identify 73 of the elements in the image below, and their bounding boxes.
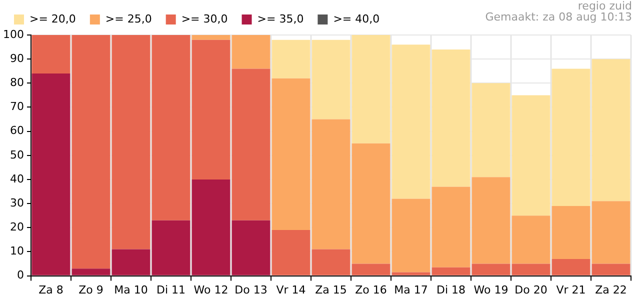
y-tick-label: 30: [10, 196, 24, 210]
bar: [472, 83, 510, 178]
bar: [72, 268, 110, 276]
legend-label: >= 35,0: [257, 12, 304, 26]
bar: [392, 272, 430, 276]
bar: [112, 35, 150, 250]
bar: [432, 267, 470, 276]
bar: [32, 35, 70, 74]
text: regio zuid: [578, 0, 632, 12]
bar: [272, 78, 310, 230]
x-tick-label: Wo 12: [194, 283, 228, 296]
bar: [592, 201, 630, 264]
bar: [552, 206, 590, 259]
x-tick-label: Za 15: [315, 283, 347, 296]
legend-label: >= 20,0: [30, 12, 76, 26]
x-tick-label: Zo 9: [78, 283, 104, 296]
bar: [312, 249, 350, 276]
y-tick-label: 40: [10, 172, 24, 186]
x-tick-label: Vr 14: [276, 283, 306, 296]
bar: [512, 264, 550, 276]
x-tick-label: Di 11: [156, 283, 186, 296]
bar: [152, 35, 190, 220]
bar: [392, 198, 430, 272]
bar: [472, 177, 510, 264]
x-tick-label: Ma 10: [114, 283, 148, 296]
y-tick-label: 10: [10, 244, 24, 258]
bar: [432, 49, 470, 187]
legend-label: >= 25,0: [105, 12, 152, 26]
y-tick-label: 50: [10, 148, 24, 162]
bar: [432, 186, 470, 268]
bar: [272, 230, 310, 276]
y-tick-label: 90: [10, 52, 24, 65]
bar: [352, 35, 390, 144]
bar: [112, 249, 150, 276]
bar: [552, 68, 590, 206]
bar: [552, 258, 590, 276]
x-tick-label: Ma 17: [394, 283, 428, 296]
bar: [192, 179, 230, 276]
bar: [272, 40, 310, 78]
legend-label: >= 40,0: [333, 12, 380, 26]
y-tick-label: 70: [10, 100, 24, 114]
bar: [192, 35, 230, 40]
bar: [512, 216, 550, 264]
x-tick-label: Za 22: [595, 283, 627, 296]
x-tick-label: Za 8: [38, 283, 64, 296]
bar: [32, 74, 70, 276]
y-tick-label: 80: [10, 76, 24, 90]
x-tick-label: Vr 21: [556, 283, 586, 296]
bar: [152, 220, 190, 276]
bar: [352, 143, 390, 264]
bar: [232, 68, 270, 220]
bar: [592, 264, 630, 276]
bar: [392, 44, 430, 199]
x-tick-label: Do 13: [234, 283, 268, 296]
x-tick-label: Do 20: [514, 283, 548, 296]
bar: [312, 119, 350, 250]
bar: [352, 264, 390, 276]
x-tick-label: Zo 16: [355, 283, 387, 296]
bar: [592, 59, 630, 202]
y-tick-label: 60: [10, 124, 24, 138]
bar: [312, 40, 350, 120]
x-tick-label: Wo 19: [474, 283, 508, 296]
bar: [472, 264, 510, 276]
x-tick-label: Di 18: [436, 283, 466, 296]
bar: [72, 35, 110, 269]
y-tick-label: 100: [2, 28, 24, 41]
bar: [232, 35, 270, 69]
bar: [512, 95, 550, 216]
y-tick-label: 0: [16, 268, 24, 282]
y-tick-label: 20: [10, 220, 24, 234]
bar: [192, 40, 230, 180]
bar: [232, 220, 270, 276]
legend-label: >= 30,0: [181, 12, 228, 26]
